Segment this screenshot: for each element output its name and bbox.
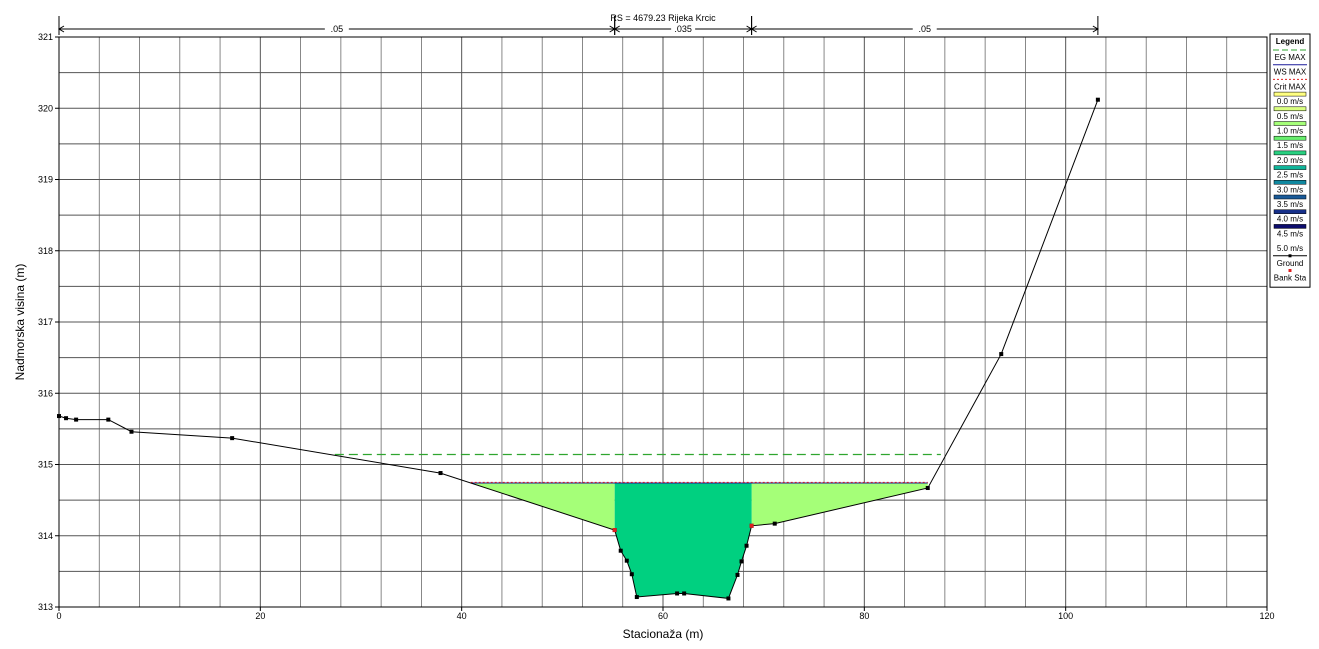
legend-item-label: 0.0 m/s [1277,97,1303,106]
x-tick-label: 0 [56,611,61,621]
y-tick-label: 317 [38,317,53,327]
x-tick-label: 60 [658,611,668,621]
legend-item-label: 1.5 m/s [1277,141,1303,150]
legend-title: Legend [1276,37,1305,46]
legend-color-swatch [1273,91,1307,97]
legend-color-swatch [1273,180,1307,185]
mannings-n-label: .035 [674,24,692,34]
legend-item-label: Crit MAX [1274,82,1307,91]
legend-item-label: Ground [1277,259,1304,268]
ground-point [74,417,79,422]
y-tick-label: 321 [38,32,53,42]
mannings-arrow-left [58,25,65,33]
bank-station-point [749,523,754,528]
legend-color-swatch [1273,209,1307,214]
y-tick-label: 316 [38,388,53,398]
legend-color-swatch [1273,135,1307,141]
legend-item-label: 3.0 m/s [1277,185,1303,194]
water-lines [334,453,941,484]
x-tick-label: 40 [457,611,467,621]
ground-point [618,548,623,553]
bank-station-point [612,528,617,533]
y-tick-label: 314 [38,531,53,541]
legend-item-label: WS MAX [1274,68,1307,77]
ground-point [675,591,680,596]
mannings-n-label: .05 [918,24,931,34]
legend-color-swatch [1273,150,1307,156]
legend-color-swatch [1273,224,1307,229]
legend-item-label: Bank Sta [1274,274,1307,283]
legend-box [1269,33,1311,288]
mannings-bar: .05 .035 .05 [58,16,1099,35]
ground-point [634,595,639,600]
ground-point [735,572,740,577]
ground-profile [57,97,1100,601]
x-tick-label: 100 [1058,611,1073,621]
legend-color-swatch [1273,106,1307,112]
legend-item-label: 4.5 m/s [1277,229,1303,238]
legend-item-label: 2.5 m/s [1277,171,1303,180]
legend-ground-marker [1288,254,1292,258]
ground-point [64,416,69,421]
x-tick-label: 120 [1259,611,1274,621]
flow-area-right-overbank [751,483,928,526]
legend-item-label: 5.0 m/s [1277,244,1303,253]
legend-item-label: 2.0 m/s [1277,156,1303,165]
legend-color-swatch [1273,194,1307,200]
mannings-arrow-left [750,25,757,33]
x-tick-label: 80 [859,611,869,621]
ground-point [129,429,134,434]
ground-point [624,558,629,563]
ground-point [726,596,731,601]
legend-item-label: 4.0 m/s [1277,215,1303,224]
ground-point [682,591,687,596]
legend-item-label: 0.5 m/s [1277,112,1303,121]
ground-point [925,486,930,491]
ground-point [438,471,443,476]
ground-point [106,417,111,422]
legend-color-swatch [1273,121,1307,126]
x-tick-label: 20 [255,611,265,621]
y-axis-title: Nadmorska visina (m) [13,264,27,381]
legend-item-label: EG MAX [1274,53,1306,62]
flow-area-main-channel [614,483,752,599]
legend-item-label: 3.5 m/s [1277,200,1303,209]
y-tick-label: 318 [38,246,53,256]
legend: Legend EG MAX WS MAX Crit MAX 0.0 m/s 0.5 m/s… [1269,33,1311,288]
legend-color-swatch [1273,165,1307,170]
y-tick-label: 320 [38,103,53,113]
section-title: RS = 4679.23 Rijeka Krcic [610,13,716,23]
ground-point [744,543,749,548]
legend-item-label: 1.0 m/s [1277,127,1303,136]
ground-point [772,521,777,526]
mannings-arrow-left [613,25,620,33]
y-tick-label: 313 [38,602,53,612]
ground-point [999,352,1004,357]
ground-point [629,572,634,577]
mannings-label-bg [324,24,349,34]
x-axis-title: Stacionaža (m) [623,627,704,641]
y-tick-label: 315 [38,460,53,470]
legend-bank-marker [1288,269,1292,272]
ground-point [1095,97,1100,102]
axis-ticks: 0 20 40 60 80 100 120 313 314 315 316 317 318 319 320 3… [38,32,1275,621]
mannings-label-bg [671,24,696,34]
y-tick-label: 319 [38,175,53,185]
ground-point [230,436,235,441]
ground-point [739,559,744,564]
mannings-arrow-right [1092,25,1099,33]
mannings-n-label: .05 [331,24,344,34]
mannings-label-bg [912,24,937,34]
